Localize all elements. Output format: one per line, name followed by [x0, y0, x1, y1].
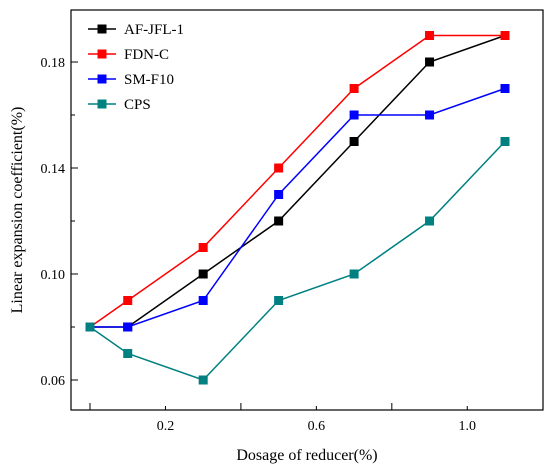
data-point-CPS — [123, 349, 133, 358]
data-point-AF-JFL-1 — [198, 269, 208, 279]
data-point-SM-F10 — [500, 84, 510, 93]
data-point-CPS — [274, 296, 284, 305]
data-point-FDN-C — [198, 243, 208, 252]
data-point-FDN-C — [500, 31, 510, 40]
legend-label: FDN-C — [124, 47, 169, 63]
x-axis-title: Dosage of reducer(%) — [236, 447, 377, 464]
y-tick-label: 0.06 — [41, 374, 66, 389]
x-axis: 0.2 0.6 1.0 — [89, 403, 477, 434]
data-point-CPS — [349, 269, 359, 279]
y-tick-label: 0.10 — [41, 268, 66, 283]
legend: AF-JFL-1 FDN-C SM-F10 CPS — [88, 22, 184, 113]
y-axis: 0.06 0.10 0.14 0.18 — [41, 56, 78, 389]
data-point-SM-F10 — [274, 190, 284, 199]
x-tick-label: 0.6 — [308, 419, 326, 434]
data-point-SM-F10 — [349, 110, 359, 120]
legend-marker — [97, 49, 107, 59]
y-tick-label: 0.14 — [41, 162, 66, 177]
data-point-SM-F10 — [425, 110, 435, 120]
legend-label: AF-JFL-1 — [124, 22, 184, 38]
series-layer — [85, 31, 510, 385]
x-tick-label: 1.0 — [459, 419, 477, 434]
legend-marker — [97, 74, 107, 84]
legend-marker — [97, 24, 107, 34]
data-point-FDN-C — [425, 31, 435, 40]
data-point-AF-JFL-1 — [349, 137, 359, 146]
data-point-FDN-C — [123, 296, 133, 305]
data-point-AF-JFL-1 — [274, 216, 284, 226]
legend-label: CPS — [124, 97, 151, 113]
legend-label: SM-F10 — [124, 72, 174, 88]
data-point-FDN-C — [274, 163, 284, 173]
series-line-CPS — [89, 140, 506, 381]
data-point-CPS — [198, 375, 208, 385]
data-point-AF-JFL-1 — [425, 57, 435, 67]
x-tick-label: 0.2 — [157, 419, 175, 434]
data-point-SM-F10 — [198, 296, 208, 305]
data-point-FDN-C — [349, 84, 359, 93]
data-point-SM-F10 — [123, 322, 133, 332]
y-axis-title: Linear expansion coefficient(%) — [9, 107, 26, 314]
legend-marker — [97, 99, 107, 109]
data-point-CPS — [500, 137, 510, 146]
y-tick-label: 0.18 — [41, 56, 66, 71]
data-point-CPS — [425, 216, 435, 226]
plot-frame — [70, 9, 544, 411]
data-point-CPS — [85, 322, 95, 332]
